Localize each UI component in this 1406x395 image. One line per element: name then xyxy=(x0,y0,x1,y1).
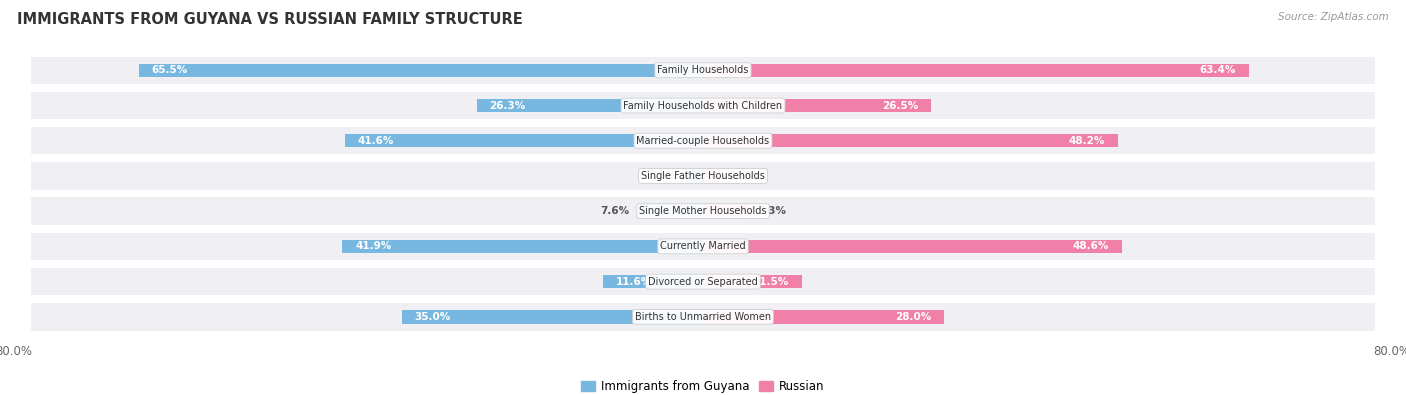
Bar xyxy=(703,275,801,288)
Bar xyxy=(603,275,703,288)
Bar xyxy=(31,92,1375,119)
Bar xyxy=(703,310,945,324)
Bar xyxy=(402,310,703,324)
Text: Currently Married: Currently Married xyxy=(661,241,745,251)
Text: Family Households: Family Households xyxy=(658,65,748,75)
Bar xyxy=(637,205,703,218)
Bar xyxy=(703,205,748,218)
Bar xyxy=(31,198,1375,225)
Bar xyxy=(477,99,703,112)
Bar xyxy=(344,134,703,147)
Bar xyxy=(31,233,1375,260)
Text: 48.6%: 48.6% xyxy=(1073,241,1108,251)
Text: 41.9%: 41.9% xyxy=(356,241,391,251)
Text: Single Mother Households: Single Mother Households xyxy=(640,206,766,216)
Bar xyxy=(685,169,703,182)
Text: 11.6%: 11.6% xyxy=(616,276,652,287)
Bar xyxy=(703,99,931,112)
Text: 63.4%: 63.4% xyxy=(1199,65,1236,75)
Bar xyxy=(31,127,1375,154)
Legend: Immigrants from Guyana, Russian: Immigrants from Guyana, Russian xyxy=(576,376,830,395)
Text: Single Father Households: Single Father Households xyxy=(641,171,765,181)
Text: 26.3%: 26.3% xyxy=(489,100,526,111)
Bar xyxy=(703,134,1118,147)
Text: 65.5%: 65.5% xyxy=(152,65,188,75)
Text: Births to Unmarried Women: Births to Unmarried Women xyxy=(636,312,770,322)
Text: 7.6%: 7.6% xyxy=(600,206,628,216)
Bar xyxy=(703,240,1122,253)
Bar xyxy=(31,56,1375,84)
Bar xyxy=(139,64,703,77)
Text: 35.0%: 35.0% xyxy=(415,312,451,322)
Bar xyxy=(703,169,720,182)
Text: Married-couple Households: Married-couple Households xyxy=(637,136,769,146)
Text: 5.3%: 5.3% xyxy=(758,206,786,216)
Text: Source: ZipAtlas.com: Source: ZipAtlas.com xyxy=(1278,12,1389,22)
Bar xyxy=(703,64,1249,77)
Text: 11.5%: 11.5% xyxy=(752,276,789,287)
Bar xyxy=(31,162,1375,190)
Text: 2.0%: 2.0% xyxy=(728,171,758,181)
Bar xyxy=(342,240,703,253)
Text: 2.1%: 2.1% xyxy=(647,171,676,181)
Text: Divorced or Separated: Divorced or Separated xyxy=(648,276,758,287)
Text: 26.5%: 26.5% xyxy=(882,100,918,111)
Bar xyxy=(31,268,1375,295)
Text: 48.2%: 48.2% xyxy=(1069,136,1105,146)
Text: 28.0%: 28.0% xyxy=(896,312,931,322)
Bar xyxy=(31,303,1375,331)
Text: IMMIGRANTS FROM GUYANA VS RUSSIAN FAMILY STRUCTURE: IMMIGRANTS FROM GUYANA VS RUSSIAN FAMILY… xyxy=(17,12,523,27)
Text: 41.6%: 41.6% xyxy=(357,136,394,146)
Text: Family Households with Children: Family Households with Children xyxy=(623,100,783,111)
